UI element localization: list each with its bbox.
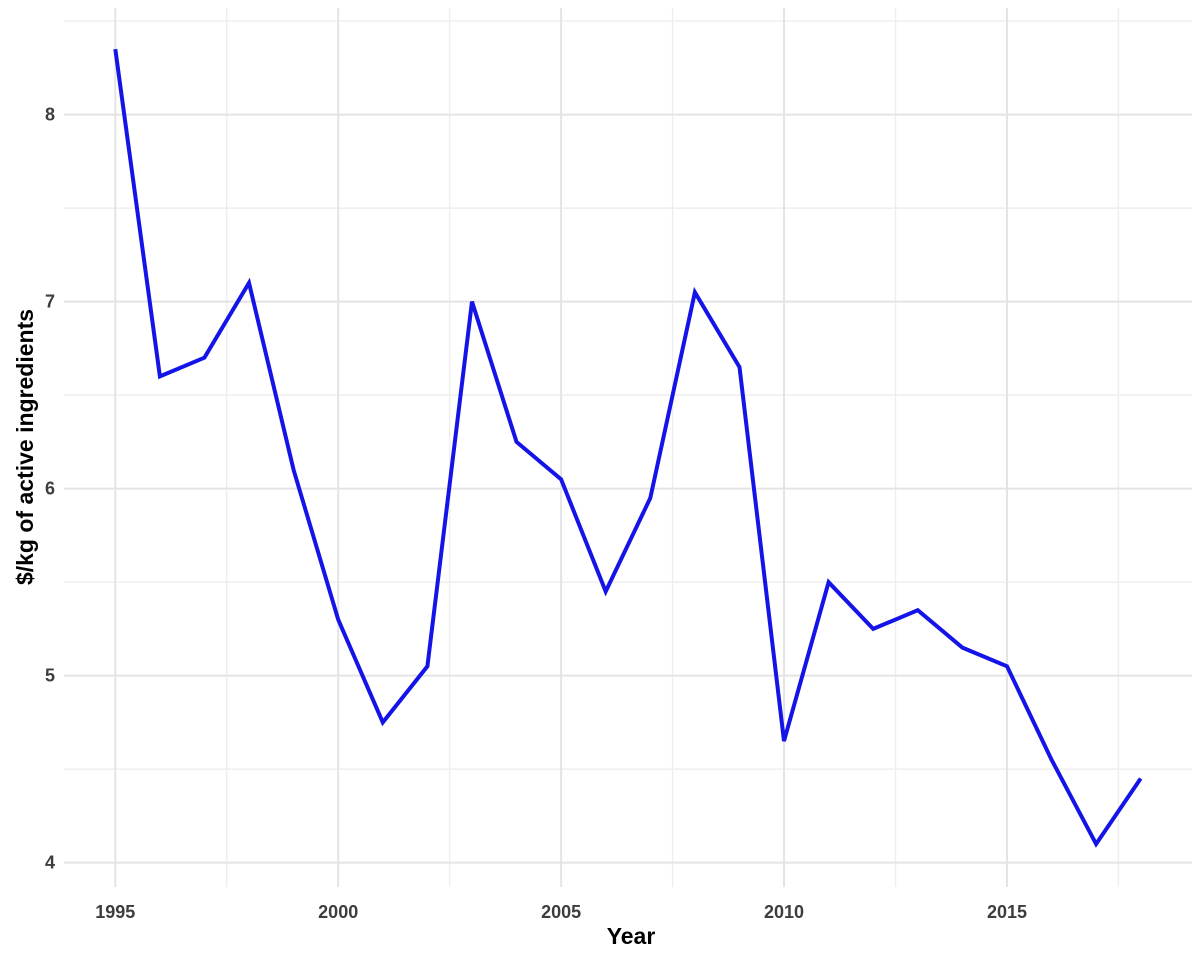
y-tick-label: 7 bbox=[45, 292, 55, 312]
x-axis-title: Year bbox=[607, 923, 656, 949]
y-tick-label: 6 bbox=[45, 479, 55, 499]
x-tick-label: 2000 bbox=[318, 902, 358, 922]
grid-minor bbox=[64, 8, 1192, 887]
y-tick-label: 4 bbox=[45, 853, 55, 873]
x-tick-label: 2015 bbox=[987, 902, 1027, 922]
x-tick-label: 1995 bbox=[95, 902, 135, 922]
x-axis-tick-labels: 1995 2000 2005 2010 2015 bbox=[95, 902, 1027, 922]
y-axis-tick-labels: 4 5 6 7 8 bbox=[45, 105, 55, 873]
y-axis-title: $/kg of active ingredients bbox=[12, 309, 38, 585]
series-lines bbox=[113, 48, 1143, 848]
price-line bbox=[113, 48, 1143, 848]
y-tick-label: 5 bbox=[45, 666, 55, 686]
x-tick-label: 2005 bbox=[541, 902, 581, 922]
grid-major bbox=[64, 8, 1192, 887]
x-tick-label: 2010 bbox=[764, 902, 804, 922]
y-tick-label: 8 bbox=[45, 105, 55, 125]
